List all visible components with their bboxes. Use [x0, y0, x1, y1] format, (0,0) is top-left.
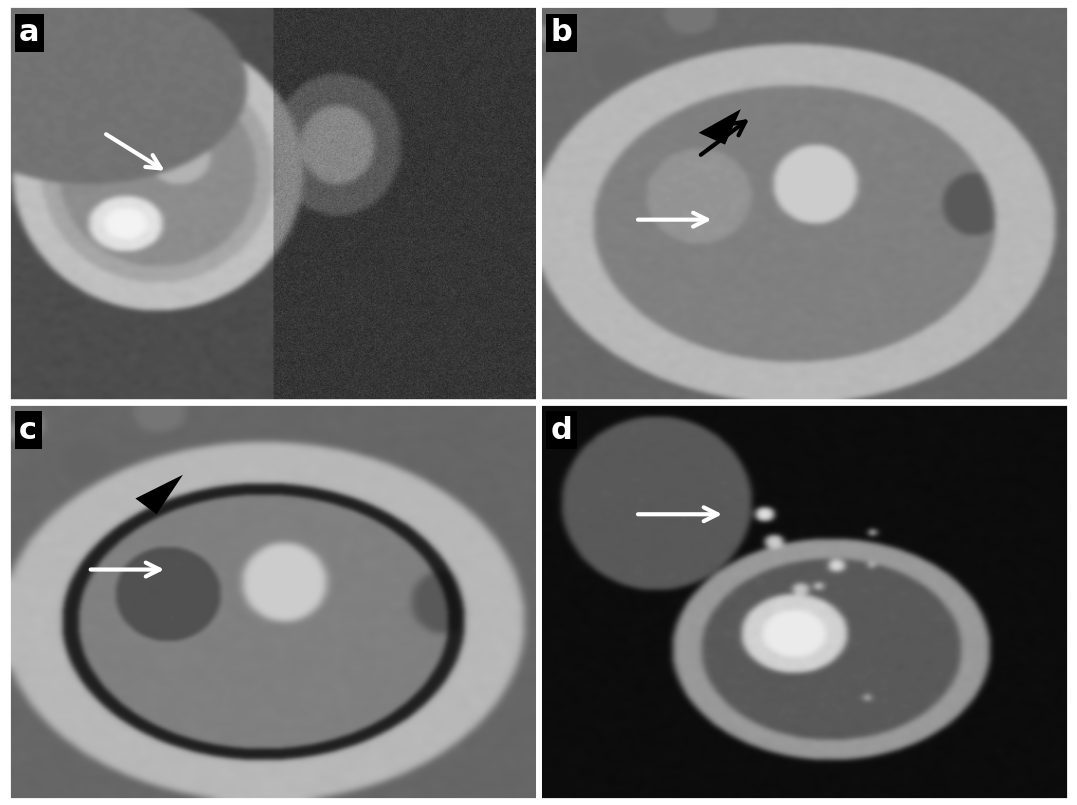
- Polygon shape: [699, 109, 741, 145]
- Text: a: a: [19, 19, 40, 47]
- Polygon shape: [136, 475, 183, 514]
- Text: c: c: [19, 415, 38, 444]
- Text: b: b: [550, 19, 573, 47]
- Text: d: d: [550, 415, 573, 444]
